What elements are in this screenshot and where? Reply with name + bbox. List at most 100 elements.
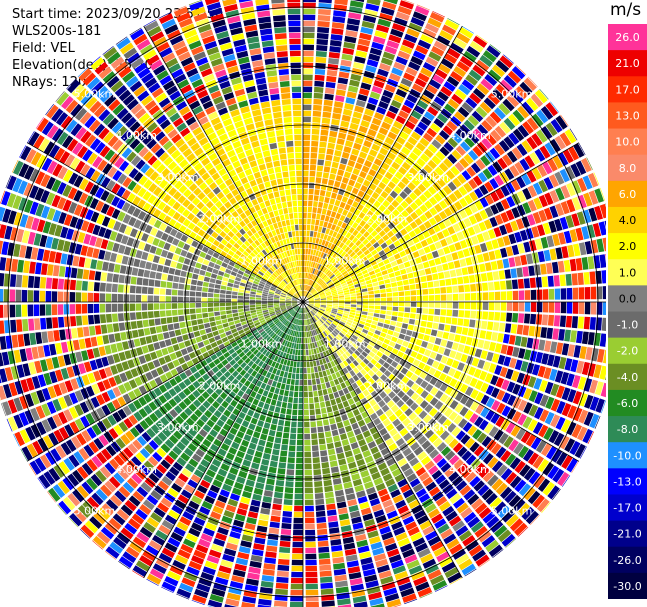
ray-gate	[375, 24, 390, 33]
ray-gate	[308, 248, 311, 255]
ray-gate	[313, 195, 319, 202]
ray-gate	[396, 338, 404, 345]
ray-gate	[536, 109, 549, 124]
ray-gate	[141, 286, 148, 294]
ray-gate	[443, 218, 452, 228]
ray-gate	[436, 35, 451, 47]
ray-gate	[362, 76, 374, 85]
ray-gate	[527, 76, 538, 87]
ray-gate	[418, 223, 427, 232]
ray-gate	[445, 253, 453, 262]
ray-gate	[578, 242, 587, 256]
ray-gate	[451, 317, 458, 325]
ray-gate	[407, 61, 421, 72]
ray-gate	[528, 404, 539, 417]
ray-gate	[343, 542, 356, 550]
ray-gate	[374, 309, 380, 314]
ray-gate	[324, 288, 330, 293]
ray-gate	[21, 275, 29, 288]
ray-gate	[321, 413, 328, 420]
ray-gate	[342, 287, 349, 291]
ray-gate	[433, 40, 448, 52]
ray-gate	[279, 413, 286, 420]
ray-gate	[307, 379, 312, 386]
ray-gate	[346, 430, 355, 438]
ray-gate	[317, 207, 322, 214]
ray-gate	[347, 18, 361, 26]
ray-gate	[594, 381, 604, 396]
ray-gate	[330, 275, 337, 281]
ray-gate	[454, 88, 467, 100]
ray-gate	[374, 289, 380, 294]
ray-gate	[343, 326, 350, 331]
ray-gate	[541, 502, 551, 513]
ray-gate	[306, 272, 309, 279]
ray-gate	[333, 568, 347, 576]
ray-gate	[323, 234, 328, 241]
ray-gate	[327, 204, 334, 211]
ray-gate	[415, 386, 424, 395]
ray-gate	[327, 179, 335, 186]
ray-gate	[106, 323, 114, 333]
ray-gate	[318, 438, 326, 445]
ray-gate	[378, 230, 386, 238]
ray-gate	[444, 103, 456, 115]
ray-gate	[584, 394, 594, 409]
ray-gate	[480, 155, 491, 167]
ray-gate	[357, 93, 368, 102]
ray-gate	[318, 238, 323, 245]
ray-gate	[351, 187, 359, 195]
ray-gate	[309, 403, 315, 410]
ray-gate	[318, 9, 331, 16]
ray-gate	[393, 61, 406, 71]
ray-gate	[375, 272, 383, 278]
ray-gate	[339, 234, 345, 242]
ray-gate	[263, 563, 276, 570]
ray-gate	[267, 302, 274, 304]
ray-gate	[366, 344, 373, 351]
ray-gate	[379, 12, 393, 22]
ray-gate	[427, 17, 442, 29]
ray-gate	[397, 50, 411, 60]
ray-gate	[177, 303, 184, 309]
ray-gate	[427, 143, 438, 154]
ray-gate	[384, 136, 395, 146]
ray-gate	[129, 312, 136, 321]
ray-gate	[322, 172, 330, 179]
ray-gate	[255, 393, 262, 401]
ray-gate	[345, 239, 352, 246]
ray-gate	[452, 285, 459, 293]
ray-gate	[299, 373, 303, 380]
ray-gate	[488, 311, 495, 321]
ray-gate	[443, 270, 451, 279]
ray-gate	[311, 255, 315, 262]
ray-gate	[375, 217, 383, 225]
ray-gate	[527, 199, 537, 212]
ray-gate	[428, 196, 438, 206]
ray-gate	[294, 505, 303, 512]
ray-gate	[439, 255, 447, 264]
ray-gate	[273, 497, 283, 505]
ray-gate	[396, 223, 404, 231]
ray-gate	[432, 273, 439, 281]
ray-gate	[143, 269, 151, 278]
ray-gate	[463, 275, 470, 284]
ray-gate	[335, 175, 343, 182]
ray-gate	[319, 309, 325, 313]
ray-gate	[374, 293, 381, 298]
ray-gate	[523, 313, 531, 324]
ray-gate	[469, 191, 479, 202]
ray-gate	[304, 291, 307, 297]
ray-gate	[306, 293, 311, 298]
ray-gate	[344, 294, 351, 298]
ray-gate	[593, 364, 602, 379]
ray-gate	[328, 326, 334, 331]
ray-gate	[547, 354, 555, 367]
ray-gate	[167, 345, 175, 354]
ray-gate	[587, 256, 595, 270]
ray-gate	[385, 334, 393, 340]
ray-gate	[441, 173, 451, 184]
ray-gate	[327, 387, 333, 394]
ray-gate	[365, 174, 374, 182]
ray-gate	[599, 203, 606, 219]
